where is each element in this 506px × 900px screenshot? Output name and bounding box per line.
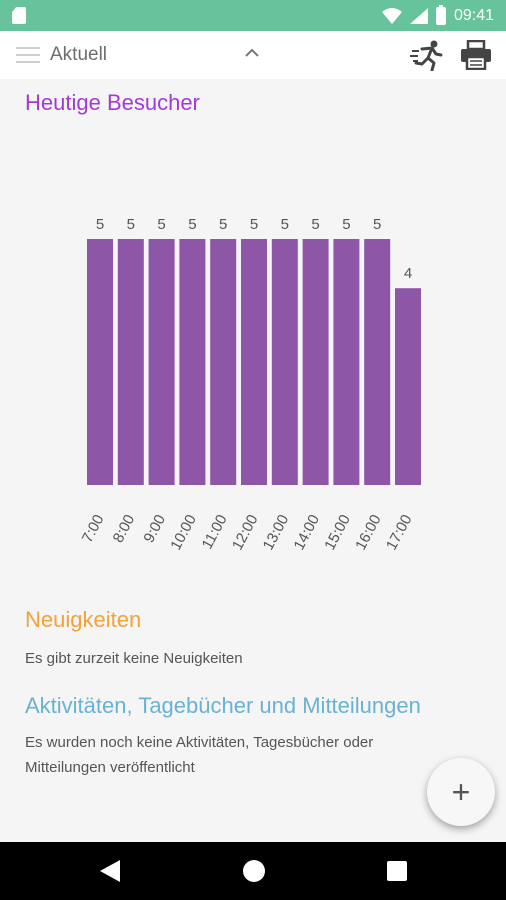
home-icon[interactable] xyxy=(243,860,265,882)
chart-data-label: 5 xyxy=(127,216,135,233)
chart-data-label: 5 xyxy=(157,216,165,233)
sim-card-icon xyxy=(12,7,26,24)
chart-bar xyxy=(241,239,267,485)
running-person-icon[interactable] xyxy=(410,39,444,71)
news-title: Neuigkeiten xyxy=(25,607,142,632)
chart-data-label: 5 xyxy=(281,216,289,233)
status-bar: 09:41 xyxy=(0,0,506,31)
chart-bar xyxy=(179,239,206,485)
chart-tick-label: 15:00 xyxy=(321,512,354,553)
menu-icon[interactable] xyxy=(16,47,40,63)
chart-bar xyxy=(364,239,391,485)
chart-tick-label: 11:00 xyxy=(199,512,231,552)
chart-tick-label: 9:00 xyxy=(140,512,169,546)
chart-bar xyxy=(302,239,329,485)
chart-bar xyxy=(271,239,298,485)
chart-bar xyxy=(395,288,421,485)
back-icon[interactable] xyxy=(100,860,120,882)
status-time: 09:41 xyxy=(453,7,494,24)
chart-data-label: 4 xyxy=(404,265,412,282)
chevron-up-icon[interactable] xyxy=(244,45,260,61)
chart-tick-label: 17:00 xyxy=(383,512,416,553)
chart-tick-label: 12:00 xyxy=(229,512,262,553)
battery-icon xyxy=(435,5,446,25)
printer-icon[interactable] xyxy=(460,40,492,70)
recents-icon[interactable] xyxy=(387,861,407,881)
status-icons: 09:41 xyxy=(381,5,494,27)
chart-tick-label: 16:00 xyxy=(352,512,385,553)
visitors-title: Heutige Besucher xyxy=(25,90,200,115)
chart-data-label: 5 xyxy=(311,216,319,233)
chart-tick-label: 14:00 xyxy=(290,512,323,553)
chart-bar xyxy=(333,239,360,485)
chart-bar xyxy=(117,239,144,485)
toolbar: Aktuell xyxy=(0,31,506,79)
chart-bar xyxy=(210,239,237,485)
chart-data-label: 5 xyxy=(219,216,227,233)
chart-tick-label: 7:00 xyxy=(79,512,108,546)
wifi-icon xyxy=(381,8,402,24)
toolbar-title[interactable]: Aktuell xyxy=(50,44,108,65)
chart-data-label: 5 xyxy=(96,216,104,233)
chart-tick-label: 10:00 xyxy=(167,512,200,553)
chart-data-label: 5 xyxy=(250,216,258,233)
chart-tick-label: 8:00 xyxy=(110,512,139,546)
news-text: Es gibt zurzeit keine Neuigkeiten xyxy=(25,650,243,667)
navigation-bar xyxy=(0,842,506,900)
add-button[interactable]: + xyxy=(427,758,495,826)
visitors-bar-chart: 5 7:00 5 8:00 5 9:00 5 10:00 5 11:00 5 12:00 5 13:00 5… xyxy=(79,216,421,553)
cell-signal-icon xyxy=(409,8,428,24)
chart-bar xyxy=(87,239,113,485)
chart-data-label: 5 xyxy=(373,216,381,233)
chart-data-label: 5 xyxy=(342,216,350,233)
chart-data-label: 5 xyxy=(188,216,196,233)
activities-title: Aktivitäten, Tagebücher und Mitteilungen xyxy=(25,693,421,718)
activities-text: Es wurden noch keine Aktivitäten, Tagesb… xyxy=(25,734,374,776)
chart-bar xyxy=(148,239,175,485)
chart-tick-label: 13:00 xyxy=(260,512,293,553)
